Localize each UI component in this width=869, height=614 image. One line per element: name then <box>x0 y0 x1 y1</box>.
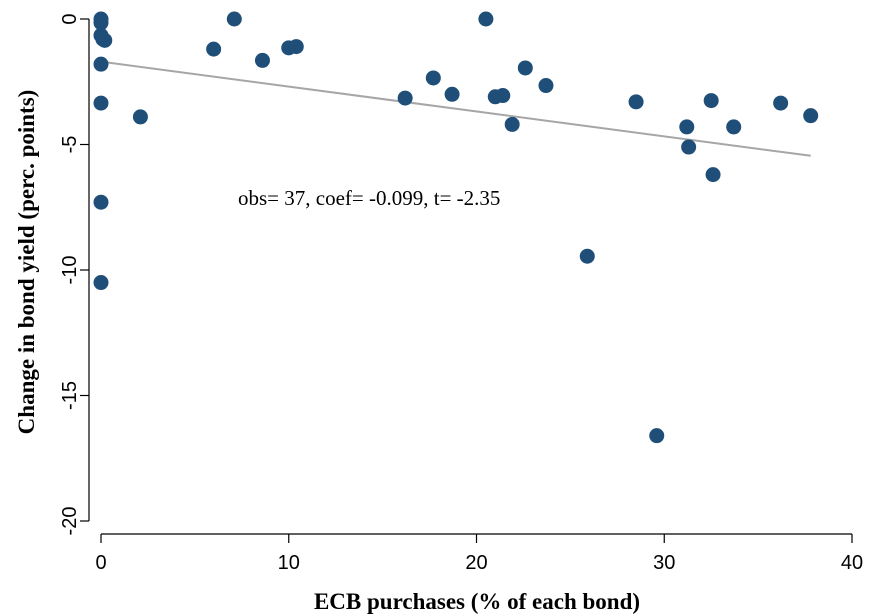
data-point <box>93 95 109 111</box>
data-point <box>726 119 742 135</box>
data-point <box>517 60 533 76</box>
data-point <box>679 119 695 135</box>
y-axis-title: Change in bond yield (perc. points) <box>14 90 39 435</box>
data-point <box>681 139 697 155</box>
x-tick-label: 20 <box>465 552 487 574</box>
x-tick-label: 30 <box>653 552 675 574</box>
x-axis-title: ECB purchases (% of each bond) <box>314 589 640 614</box>
x-tick-label: 0 <box>95 552 106 574</box>
data-point <box>478 11 494 27</box>
data-point <box>504 116 520 132</box>
data-point <box>288 39 304 55</box>
data-point <box>538 78 554 94</box>
data-point <box>703 93 719 109</box>
y-tick-label: 0 <box>59 13 81 24</box>
data-points <box>93 11 819 444</box>
data-point <box>132 109 148 125</box>
data-point <box>93 56 109 72</box>
y-tick-label: -15 <box>59 381 81 410</box>
data-point <box>773 95 789 111</box>
y-tick-label: -10 <box>59 256 81 285</box>
data-point <box>803 108 819 124</box>
y-tick-label: -20 <box>59 507 81 536</box>
data-point <box>226 11 242 27</box>
x-tick-label: 40 <box>841 552 863 574</box>
data-point <box>93 15 109 31</box>
data-point <box>97 32 113 48</box>
data-point <box>93 275 109 291</box>
data-point <box>628 94 644 110</box>
y-tick-label: -5 <box>59 136 81 154</box>
x-tick-label: 10 <box>278 552 300 574</box>
axes: 0 -5 -10 -15 -20 0 10 20 30 40 <box>59 13 863 574</box>
data-point <box>425 70 441 86</box>
data-point <box>579 248 595 264</box>
fit-line <box>100 60 811 157</box>
regression-annotation: obs= 37, coef= -0.099, t= -2.35 <box>238 186 500 210</box>
data-point <box>397 90 413 106</box>
data-point <box>649 428 665 444</box>
data-point <box>444 86 460 102</box>
data-point <box>495 88 511 104</box>
data-point <box>206 41 222 57</box>
data-point <box>254 52 270 68</box>
data-point <box>93 194 109 210</box>
data-point <box>705 167 721 183</box>
